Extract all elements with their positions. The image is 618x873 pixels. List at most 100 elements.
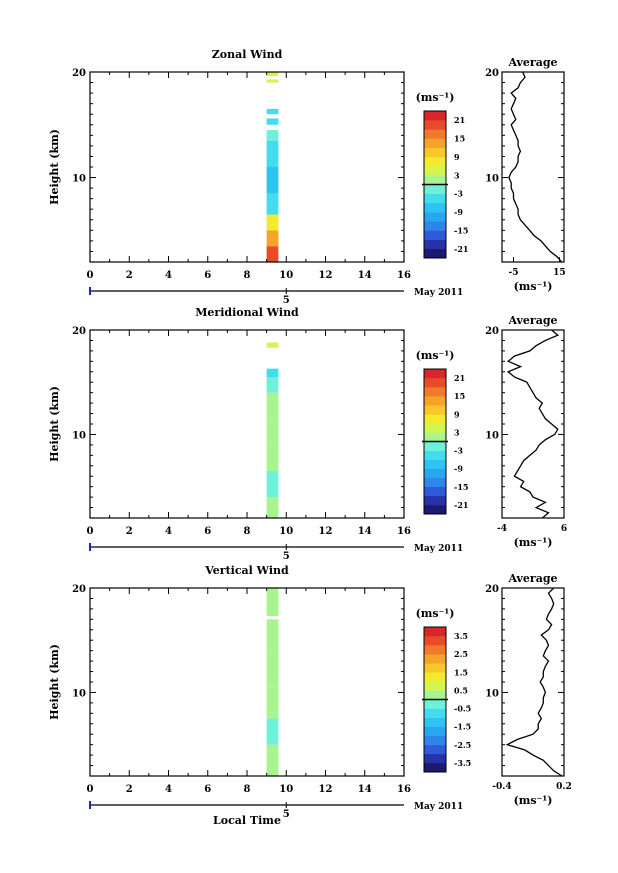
- profile-title: Average: [507, 314, 557, 327]
- x-axis-label: Local Time: [213, 814, 281, 827]
- x-tick-label: 8: [244, 270, 251, 281]
- data-cell: [266, 72, 279, 77]
- colorbar-band: [424, 230, 446, 240]
- x-tick-label: 8: [244, 784, 251, 795]
- colorbar-label: 15: [454, 134, 465, 144]
- x-tick-label: 8: [244, 526, 251, 537]
- x-tick-label: 4: [165, 526, 172, 537]
- profile-y-tick-label: 10: [485, 430, 499, 441]
- colorbar-band: [424, 414, 446, 424]
- colorbar-unit: (ms⁻¹): [416, 607, 455, 620]
- colorbar-band: [424, 221, 446, 231]
- data-cell: [266, 392, 279, 419]
- profile-x-tick-label: -4: [497, 524, 507, 534]
- colorbar-label: -21: [454, 500, 468, 510]
- data-cell: [266, 418, 279, 445]
- colorbar-band: [424, 387, 446, 397]
- data-cell: [266, 744, 279, 776]
- colorbar-band: [424, 654, 446, 664]
- colorbar-band: [424, 636, 446, 646]
- colorbar-label: 1.5: [454, 667, 468, 677]
- x-tick-label: 16: [397, 526, 411, 537]
- profile-x-label: (ms⁻¹): [514, 794, 553, 807]
- x-tick-label: 2: [126, 270, 133, 281]
- colorbar-band: [424, 147, 446, 158]
- colorbar-band: [424, 468, 446, 479]
- plot-frame: [89, 587, 405, 777]
- colorbar-band: [424, 129, 446, 139]
- data-cell: [266, 471, 279, 498]
- colorbar-label: -21: [454, 244, 468, 254]
- colorbar-band: [424, 726, 446, 737]
- data-cell: [266, 246, 279, 262]
- colorbar-label: -3: [454, 446, 463, 456]
- chart-title: Zonal Wind: [212, 48, 283, 61]
- data-cell: [266, 79, 279, 83]
- colorbar-band: [424, 184, 446, 194]
- colorbar-label: 2.5: [454, 649, 468, 659]
- x-tick-label: 12: [319, 270, 333, 281]
- data-cell: [266, 377, 279, 393]
- colorbar-band: [424, 441, 446, 451]
- colorbar-band: [424, 120, 446, 130]
- y-axis-label: Height (km): [48, 129, 61, 205]
- profile-x-label: (ms⁻¹): [514, 536, 553, 549]
- colorbar-band: [424, 753, 446, 764]
- colorbar-label: -9: [454, 464, 463, 474]
- profile-line: [506, 329, 560, 519]
- x-tick-label: 12: [319, 784, 333, 795]
- chart-title: Vertical Wind: [204, 564, 289, 577]
- data-cell: [266, 368, 279, 377]
- colorbar-band: [424, 627, 446, 637]
- colorbar-band: [424, 762, 446, 773]
- colorbar-label: 3: [454, 427, 460, 437]
- data-cell: [266, 118, 279, 125]
- colorbar-band: [424, 744, 446, 755]
- date-month-label: May 2011: [414, 288, 463, 298]
- x-tick-label: 12: [319, 526, 333, 537]
- profile-y-tick-label: 10: [485, 174, 499, 185]
- colorbar-band: [424, 690, 446, 700]
- x-tick-label: 4: [165, 270, 172, 281]
- colorbar-band: [424, 432, 446, 442]
- data-cell: [266, 588, 279, 617]
- colorbar-label: -3: [454, 189, 463, 199]
- colorbar-band: [424, 459, 446, 469]
- data-cell: [266, 193, 279, 215]
- y-tick-label: 20: [72, 584, 86, 595]
- profile-line: [508, 71, 563, 263]
- colorbar-label: 0.5: [454, 685, 468, 695]
- colorbar-label: -2.5: [454, 740, 471, 750]
- profile-x-tick-label: 15: [553, 268, 566, 278]
- y-tick-label: 20: [72, 68, 86, 79]
- colorbar-band: [424, 378, 446, 388]
- colorbar-band: [424, 423, 446, 433]
- colorbar-unit: (ms⁻¹): [416, 91, 455, 104]
- plot-frame: [89, 71, 405, 263]
- x-tick-label: 2: [126, 784, 133, 795]
- colorbar-band: [424, 111, 446, 121]
- colorbar-label: -9: [454, 207, 463, 217]
- data-cell: [266, 718, 279, 745]
- colorbar-unit: (ms⁻¹): [416, 349, 455, 362]
- colorbar-label: -15: [454, 482, 468, 492]
- date-month-label: May 2011: [414, 802, 463, 812]
- colorbar-band: [424, 486, 446, 497]
- colorbar-band: [424, 495, 446, 506]
- data-cell: [266, 619, 279, 656]
- data-cell: [266, 444, 279, 471]
- colorbar-band: [424, 663, 446, 673]
- colorbar-band: [424, 239, 446, 250]
- profile-x-tick-label: -5: [508, 268, 518, 278]
- colorbar-label: 21: [454, 115, 465, 125]
- y-tick-label: 20: [72, 326, 86, 337]
- y-tick-label: 10: [72, 174, 86, 185]
- x-tick-label: 6: [204, 784, 211, 795]
- y-axis-label: Height (km): [48, 386, 61, 462]
- date-day-label: 5: [283, 295, 290, 306]
- colorbar-band: [424, 717, 446, 727]
- x-tick-label: 10: [279, 526, 293, 537]
- colorbar-label: 3: [454, 170, 460, 180]
- colorbar-band: [424, 477, 446, 488]
